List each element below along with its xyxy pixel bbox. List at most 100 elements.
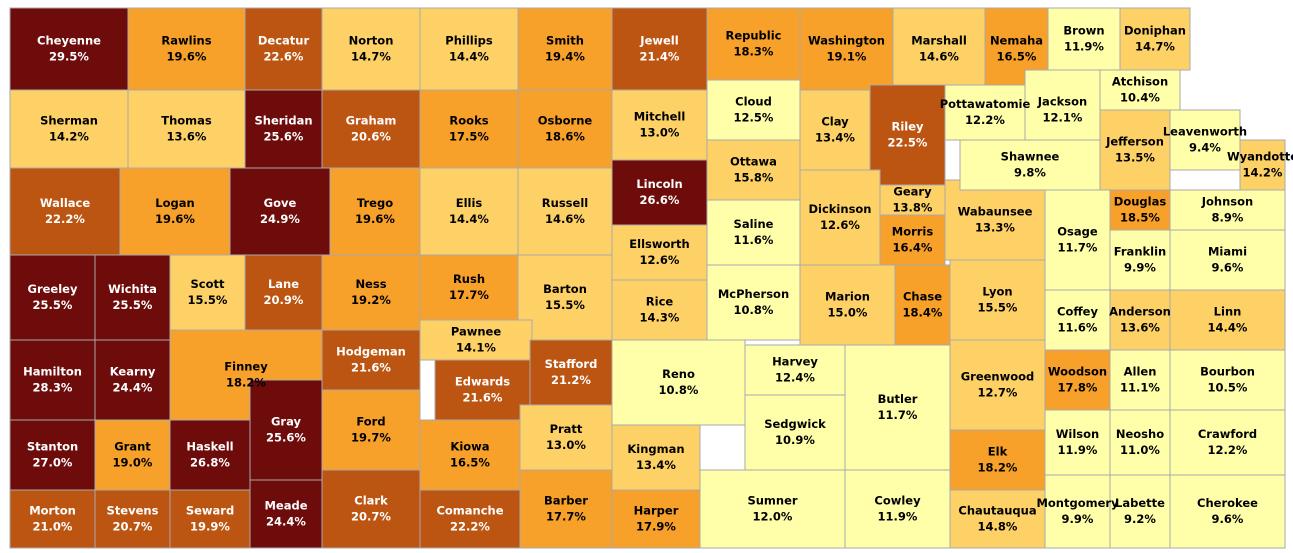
county-name: Sheridan [254, 114, 312, 128]
county-name: Lincoln [636, 177, 682, 191]
county-name: Nemaha [990, 34, 1043, 48]
county-name: Reno [662, 367, 695, 381]
county-value-label: 22.2% [45, 212, 85, 226]
county-value-label: 21.6% [351, 361, 391, 375]
county-value-label: 14.2% [1243, 166, 1283, 180]
county-name: Rooks [449, 114, 488, 128]
county-value-label: 24.4% [113, 381, 153, 395]
county-value-label: 12.1% [1043, 111, 1083, 125]
county-name: Cowley [874, 494, 921, 508]
county-value-label: 11.7% [1058, 241, 1098, 255]
county-value-label: 20.9% [264, 293, 304, 307]
county [9, 7, 129, 91]
county [959, 139, 1101, 191]
county [944, 179, 1046, 261]
county [1109, 289, 1171, 351]
county-name: Logan [155, 196, 194, 210]
county-name: Trego [357, 196, 393, 210]
county-value-label: 21.6% [463, 391, 503, 405]
county-value-label: 21.4% [640, 50, 680, 64]
county [244, 254, 323, 331]
county-name: Coffey [1057, 305, 1098, 319]
county-value-label: 29.5% [49, 50, 89, 64]
county-value-label: 19.1% [827, 50, 867, 64]
county-value-label: 19.6% [155, 212, 195, 226]
county-name: Doniphan [1124, 24, 1186, 38]
county [799, 89, 871, 171]
county-name: Phillips [445, 34, 493, 48]
county-name: Crawford [1198, 427, 1257, 441]
county-value-label: 14.4% [1208, 321, 1248, 335]
county-name: Ford [356, 415, 385, 429]
county-value-label: 27.0% [33, 456, 73, 470]
county-value-label: 13.0% [546, 438, 586, 452]
county-value-label: 17.5% [449, 130, 489, 144]
county [1109, 189, 1171, 231]
county-value-label: 13.3% [975, 221, 1015, 235]
county [611, 224, 708, 281]
county-value-label: 24.9% [260, 212, 300, 226]
county-value-label: 10.8% [659, 383, 699, 397]
county-value-label: 18.5% [1120, 211, 1160, 225]
county [1169, 409, 1286, 476]
county-name: Grant [114, 440, 151, 454]
county-name: Russell [542, 196, 588, 210]
county-name: Neosho [1116, 427, 1164, 441]
county-value-label: 14.4% [449, 50, 489, 64]
county-name: Brown [1063, 24, 1104, 38]
county-name: Rawlins [161, 34, 211, 48]
county-value-label: 25.6% [266, 431, 306, 445]
county [1044, 189, 1111, 291]
county [1099, 69, 1181, 111]
county [892, 7, 986, 91]
county-value-label: 22.5% [888, 136, 928, 150]
county [799, 169, 881, 266]
county-name: Woodson [1048, 365, 1107, 379]
county-value-label: 9.9% [1124, 261, 1156, 275]
county-name: Smith [546, 34, 584, 48]
county [419, 89, 519, 169]
county [321, 89, 421, 169]
county [169, 419, 251, 491]
county-value-label: 10.4% [1120, 91, 1160, 105]
county-name: Greeley [28, 282, 78, 296]
county [1169, 109, 1241, 171]
county-name: Butler [878, 392, 918, 406]
county [1044, 409, 1111, 476]
county [321, 469, 421, 549]
county-name: Harper [634, 504, 679, 518]
county [611, 339, 746, 426]
county [1044, 289, 1111, 351]
county [419, 7, 519, 91]
county [869, 84, 946, 186]
county-value-label: 9.2% [1124, 512, 1156, 526]
county [1047, 7, 1121, 71]
county [419, 319, 533, 361]
county [706, 264, 801, 341]
county-value-label: 14.3% [640, 311, 680, 325]
county-name: Riley [891, 120, 924, 134]
county-value-label: 12.7% [978, 386, 1018, 400]
county-name: Saline [734, 217, 774, 231]
county-name: Norton [349, 34, 394, 48]
county [611, 279, 708, 341]
county [517, 7, 613, 91]
county-value-label: 18.2% [226, 376, 266, 390]
county-value-label: 13.6% [1120, 321, 1160, 335]
county-name: Stevens [107, 504, 159, 518]
county-value-label: 12.6% [820, 218, 860, 232]
county [94, 489, 171, 549]
county-value-label: 17.7% [546, 510, 586, 524]
county-value-label: 21.0% [33, 520, 73, 534]
county-value-label: 16.4% [893, 241, 933, 255]
county-value-label: 25.5% [33, 298, 73, 312]
county-value-label: 18.3% [734, 45, 774, 59]
county-name: Sedgwick [764, 417, 826, 431]
county-name: Elk [988, 445, 1008, 459]
county-name: Edwards [455, 375, 510, 389]
county [1169, 349, 1286, 411]
county [879, 214, 946, 266]
county-value-label: 19.4% [545, 50, 585, 64]
county-value-label: 15.0% [828, 306, 868, 320]
